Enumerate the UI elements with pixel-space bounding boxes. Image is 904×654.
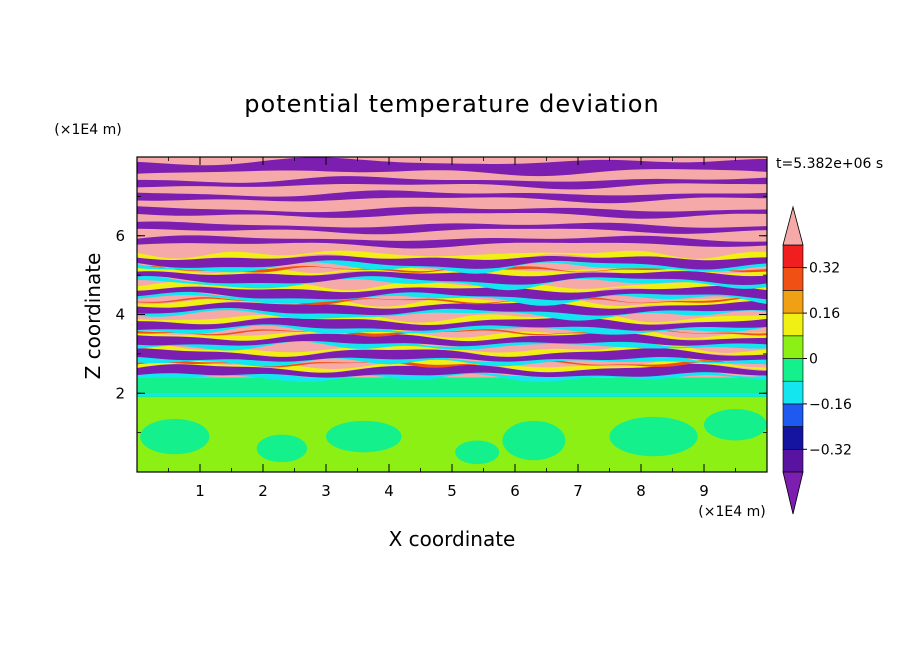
- y-unit-label: (×1E4 m): [54, 122, 121, 138]
- colorbar-tick-label: 0.32: [809, 261, 840, 277]
- lower-blob: [704, 409, 767, 441]
- y-tick-label: 2: [115, 384, 125, 402]
- colorbar-segment: [782, 426, 804, 450]
- mid-edge-yellow: [137, 250, 767, 266]
- x-tick-label: 8: [636, 482, 646, 500]
- mid-purple-band: [137, 255, 767, 270]
- colorbar-segment: [782, 267, 804, 291]
- y-axis-label: Z coordinate: [81, 253, 105, 380]
- transition-layer: [137, 377, 767, 398]
- mid-edge-red: [137, 359, 767, 368]
- upper-purple-band: [137, 190, 767, 204]
- lower-blob: [256, 434, 308, 463]
- colorbar-segment: [782, 290, 804, 314]
- x-ticks: 1 2 3 4 5 6 7 8 9: [168, 157, 736, 500]
- transition-line: [137, 393, 767, 397]
- mid-edge-cyan: [137, 274, 767, 291]
- lower-blob: [326, 420, 402, 453]
- mid-edge-yellow: [137, 341, 767, 359]
- colorbar-tick-label: 0: [809, 352, 818, 368]
- lower-blob: [502, 420, 566, 461]
- x-tick-label: 2: [258, 482, 268, 500]
- colorbar-over-arrow: [782, 205, 804, 246]
- x-axis-label: X coordinate: [389, 527, 516, 551]
- time-label: t=5.382e+06 s: [776, 156, 883, 172]
- colorbar-segment: [782, 335, 804, 359]
- colorbar-segment: [782, 312, 804, 337]
- x-tick-label: 1: [195, 482, 205, 500]
- upper-purple-band: [137, 176, 767, 190]
- colorbar-tick-label: −0.16: [809, 397, 852, 413]
- lower-blob: [455, 440, 500, 465]
- upper-purple-band: [137, 235, 767, 249]
- y-tick-label: 6: [115, 227, 125, 245]
- mid-purple-band: [137, 300, 767, 316]
- x-tick-label: 7: [573, 482, 583, 500]
- mid-edge-cyan: [137, 350, 767, 367]
- mid-edge-red: [137, 265, 767, 273]
- mid-purple-band: [137, 332, 767, 347]
- y-ticks: 2 4 6: [115, 195, 767, 434]
- mid-purple-band: [137, 363, 767, 378]
- upper-purple-band: [137, 157, 767, 177]
- x-tick-label: 5: [447, 482, 457, 500]
- lower-blob: [609, 416, 698, 457]
- colorbar-segment: [782, 380, 804, 405]
- upper-purple-band: [137, 221, 767, 235]
- colorbar-segment: [782, 403, 804, 427]
- mid-purple-band: [137, 317, 767, 331]
- colorbar-tick-label: 0.16: [809, 306, 840, 322]
- colorbar-under-arrow: [782, 471, 804, 515]
- upper-purple-band: [137, 206, 767, 219]
- field-bands: [137, 157, 767, 472]
- mid-purple-band: [137, 285, 767, 301]
- x-unit-label: (×1E4 m): [698, 504, 765, 520]
- lower-blob: [140, 418, 210, 455]
- colorbar-segment: [782, 448, 804, 473]
- mid-purple-band: [137, 348, 767, 362]
- colorbar-segment: [782, 358, 804, 382]
- x-tick-label: 3: [321, 482, 331, 500]
- x-tick-label: 9: [699, 482, 709, 500]
- colorbar-tick-label: −0.32: [809, 442, 852, 458]
- colorbar: 0.32 0.16 0 −0.16 −0.32: [782, 205, 852, 515]
- plot-area: [137, 157, 767, 472]
- y-tick-label: 4: [115, 306, 125, 324]
- chart-title: potential temperature deviation: [244, 90, 659, 118]
- colorbar-segment: [782, 244, 804, 269]
- x-tick-label: 4: [384, 482, 394, 500]
- mid-purple-band: [137, 271, 767, 285]
- x-tick-label: 6: [510, 482, 520, 500]
